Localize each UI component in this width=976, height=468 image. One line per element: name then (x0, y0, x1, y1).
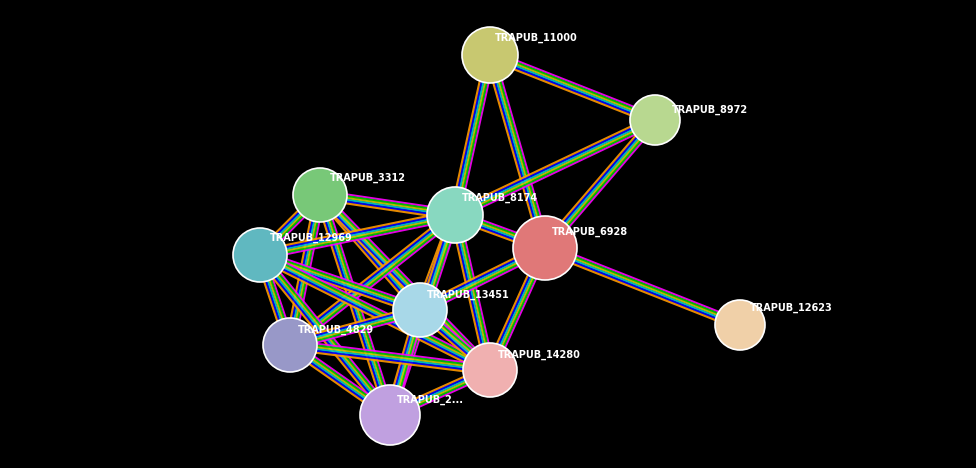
Text: TRAPUB_6928: TRAPUB_6928 (552, 227, 629, 237)
Circle shape (233, 228, 287, 282)
Circle shape (462, 27, 518, 83)
Text: TRAPUB_3312: TRAPUB_3312 (330, 173, 406, 183)
Text: TRAPUB_11000: TRAPUB_11000 (495, 33, 578, 43)
Text: TRAPUB_4829: TRAPUB_4829 (298, 325, 374, 335)
Text: TRAPUB_14280: TRAPUB_14280 (498, 350, 581, 360)
Circle shape (263, 318, 317, 372)
Circle shape (715, 300, 765, 350)
Text: TRAPUB_12623: TRAPUB_12623 (750, 303, 833, 313)
Circle shape (463, 343, 517, 397)
Circle shape (393, 283, 447, 337)
Text: TRAPUB_2...: TRAPUB_2... (397, 395, 464, 405)
Circle shape (293, 168, 347, 222)
Circle shape (630, 95, 680, 145)
Circle shape (427, 187, 483, 243)
Text: TRAPUB_8174: TRAPUB_8174 (462, 193, 538, 203)
Circle shape (513, 216, 577, 280)
Circle shape (360, 385, 420, 445)
Text: TRAPUB_12969: TRAPUB_12969 (270, 233, 352, 243)
Text: TRAPUB_8972: TRAPUB_8972 (672, 105, 749, 115)
Text: TRAPUB_13451: TRAPUB_13451 (427, 290, 509, 300)
